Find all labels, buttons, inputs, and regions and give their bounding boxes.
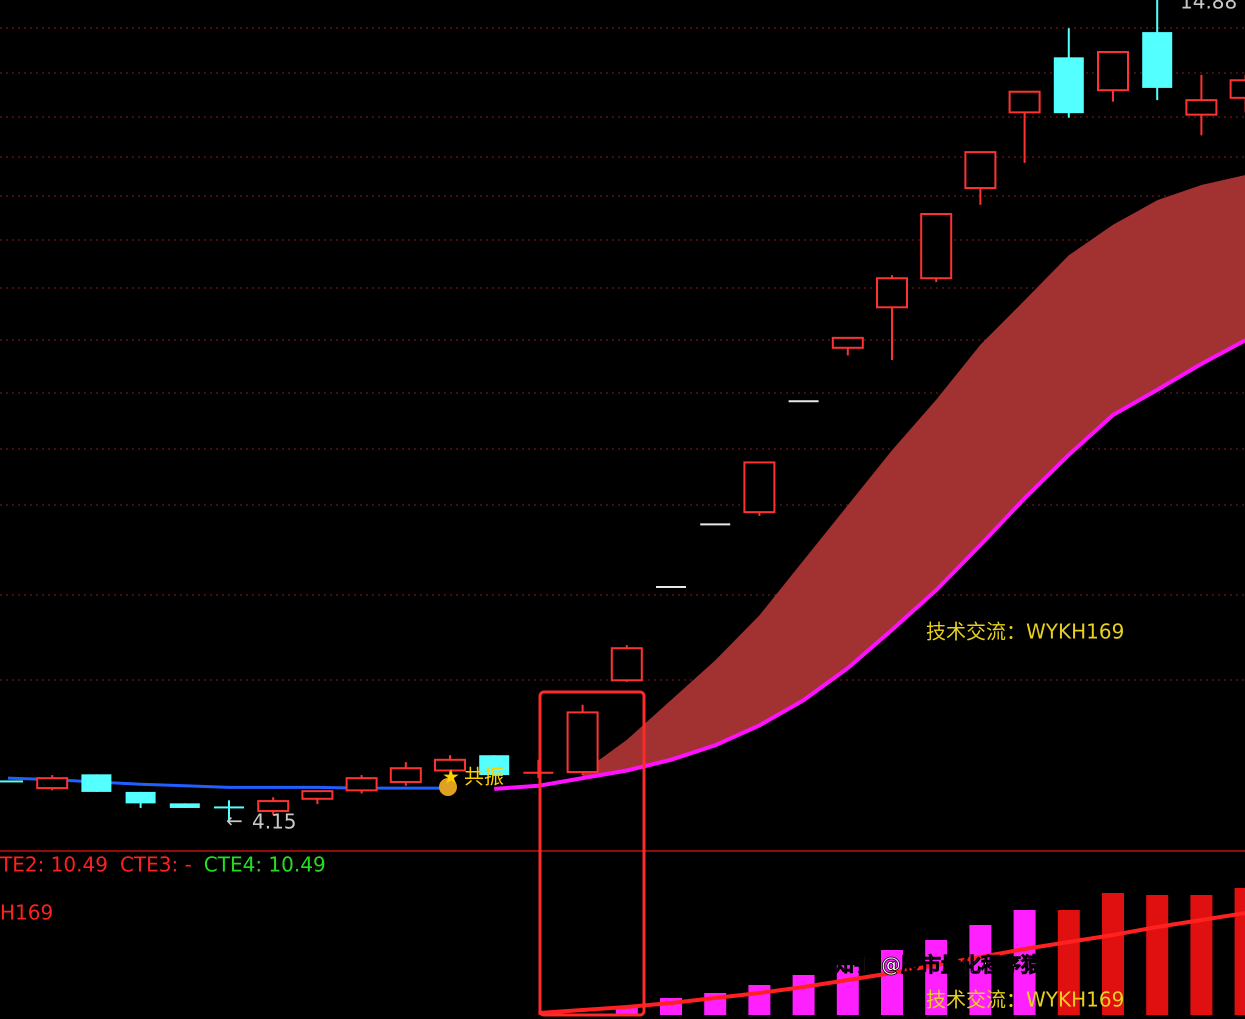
candle-body xyxy=(81,774,112,792)
bar xyxy=(969,925,992,1015)
candle-body xyxy=(920,213,953,280)
band-area xyxy=(582,175,1245,779)
low-arrow: ← xyxy=(226,809,243,833)
candle-body xyxy=(389,767,422,783)
candle-body xyxy=(125,791,156,804)
legend-item: CTE4: 10.49 xyxy=(204,853,326,877)
legend: TE2: 10.49 CTE3: - CTE4: 10.49 xyxy=(0,853,326,877)
highlight-box xyxy=(538,690,646,1017)
legend-item: CTE3: - xyxy=(120,853,192,877)
candle-body xyxy=(345,777,378,792)
bar xyxy=(881,950,903,1015)
candle-body xyxy=(743,461,776,514)
legend-item: TE2: 10.49 xyxy=(0,853,108,877)
low-label: 4.15 xyxy=(252,810,297,834)
candle-body xyxy=(1053,57,1084,114)
candle-body xyxy=(36,777,69,790)
sub-label: H169 xyxy=(0,901,53,925)
annotation: 技术交流：WYKH169 xyxy=(926,620,1124,644)
bar xyxy=(1146,895,1169,1015)
candle-body xyxy=(964,151,997,190)
bar xyxy=(615,1006,638,1015)
bar xyxy=(925,940,948,1015)
main-panel xyxy=(0,0,1245,821)
candle-body xyxy=(1185,99,1218,116)
bar xyxy=(1234,888,1245,1015)
bar xyxy=(1013,910,1036,1015)
bar xyxy=(1190,895,1213,1015)
signal-star: ★ xyxy=(442,765,460,789)
candle-body xyxy=(214,806,244,809)
candle-body xyxy=(1142,32,1173,88)
candle-body xyxy=(831,336,864,349)
candle-body xyxy=(876,277,908,309)
candle-body xyxy=(434,758,466,772)
candle-body xyxy=(301,790,334,800)
candle-body xyxy=(0,780,23,783)
annotation: 技术交流：WYKH169 xyxy=(926,988,1124,1012)
candle-body xyxy=(1229,79,1245,99)
line xyxy=(494,338,1245,791)
bar xyxy=(1057,910,1080,1015)
signal-label: 共振 xyxy=(464,765,504,789)
candle-body xyxy=(1097,50,1129,92)
signal-icon xyxy=(439,778,457,796)
watermark: 知乎 @股市量化程序猿 xyxy=(834,953,1042,977)
high-label: 14.88 xyxy=(1180,0,1237,14)
line xyxy=(538,911,1245,1015)
bar xyxy=(792,975,815,1015)
sub-panel xyxy=(538,888,1245,1015)
candle-body xyxy=(566,711,599,774)
candle-body xyxy=(257,800,290,813)
candle-body xyxy=(1008,90,1041,114)
candle-body xyxy=(479,755,510,776)
bar xyxy=(748,985,771,1015)
candle-body xyxy=(610,647,643,682)
bar xyxy=(1102,893,1124,1015)
candle-body xyxy=(169,803,200,808)
